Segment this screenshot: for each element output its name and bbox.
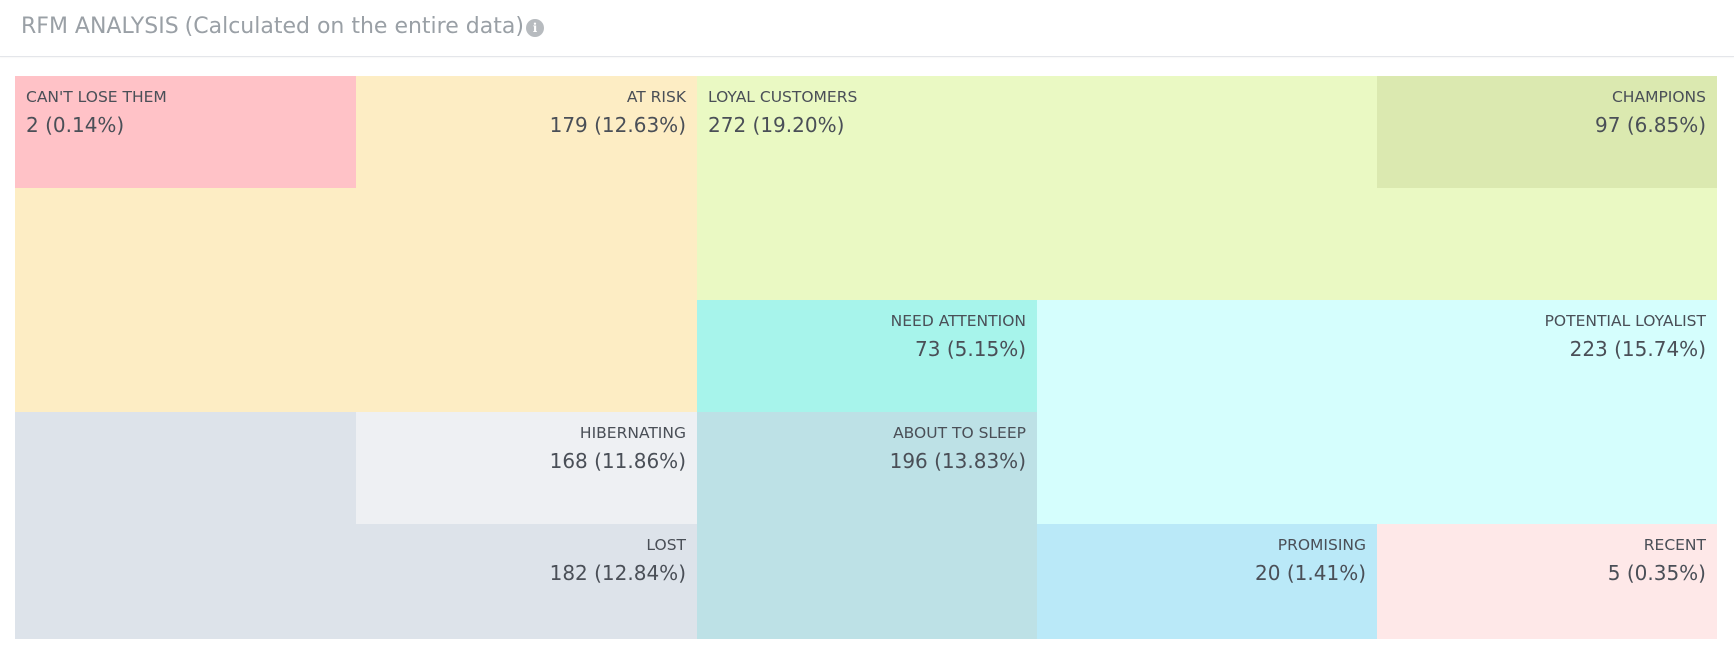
segment-value: 20 (1.41%) [1255,561,1366,585]
segment-name: POTENTIAL LOYALIST [1544,312,1706,330]
segment-name: PROMISING [1277,536,1366,554]
segment-value: 196 (13.83%) [889,449,1026,473]
segment-value: 272 (19.20%) [708,113,845,137]
segment-value: 179 (12.63%) [549,113,686,137]
segment-name: RECENT [1643,536,1706,554]
segment-need-attention[interactable]: NEED ATTENTION 73 (5.15%) [697,300,1037,412]
segment-name: LOYAL CUSTOMERS [708,88,858,106]
segment-value: 182 (12.84%) [549,561,686,585]
segment-value: 2 (0.14%) [26,113,125,137]
rfm-treemap: LOST 182 (12.84%) AT RISK 179 (12.63%) C… [15,76,1717,639]
segment-recent[interactable]: RECENT 5 (0.35%) [1377,524,1717,639]
info-icon[interactable]: i [526,19,544,37]
segment-name: AT RISK [626,88,686,106]
segment-cant-lose-them[interactable]: CAN'T LOSE THEM 2 (0.14%) [15,76,356,188]
segment-potential-loyalist[interactable]: POTENTIAL LOYALIST 223 (15.74%) [1037,300,1717,524]
segment-name: NEED ATTENTION [890,312,1026,330]
segment-value: 223 (15.74%) [1569,337,1706,361]
panel-title: RFM ANALYSIS (Calculated on the entire da… [21,14,524,39]
segment-champions[interactable]: CHAMPIONS 97 (6.85%) [1377,76,1717,188]
segment-name: CAN'T LOSE THEM [26,88,167,106]
segment-about-to-sleep[interactable]: ABOUT TO SLEEP 196 (13.83%) [697,412,1037,639]
segment-value: 73 (5.15%) [915,337,1026,361]
segment-name: LOST [646,536,686,554]
segment-hibernating[interactable]: HIBERNATING 168 (11.86%) [356,412,697,524]
title-text: RFM ANALYSIS [21,14,179,39]
segment-value: 168 (11.86%) [549,449,686,473]
segment-value: 5 (0.35%) [1607,561,1706,585]
segment-name: HIBERNATING [579,424,686,442]
panel-header: RFM ANALYSIS (Calculated on the entire da… [0,0,1734,57]
segment-name: CHAMPIONS [1611,88,1706,106]
segment-promising[interactable]: PROMISING 20 (1.41%) [1037,524,1377,639]
title-subtitle: (Calculated on the entire data) [184,14,524,39]
segment-value: 97 (6.85%) [1595,113,1706,137]
segment-name: ABOUT TO SLEEP [893,424,1026,442]
